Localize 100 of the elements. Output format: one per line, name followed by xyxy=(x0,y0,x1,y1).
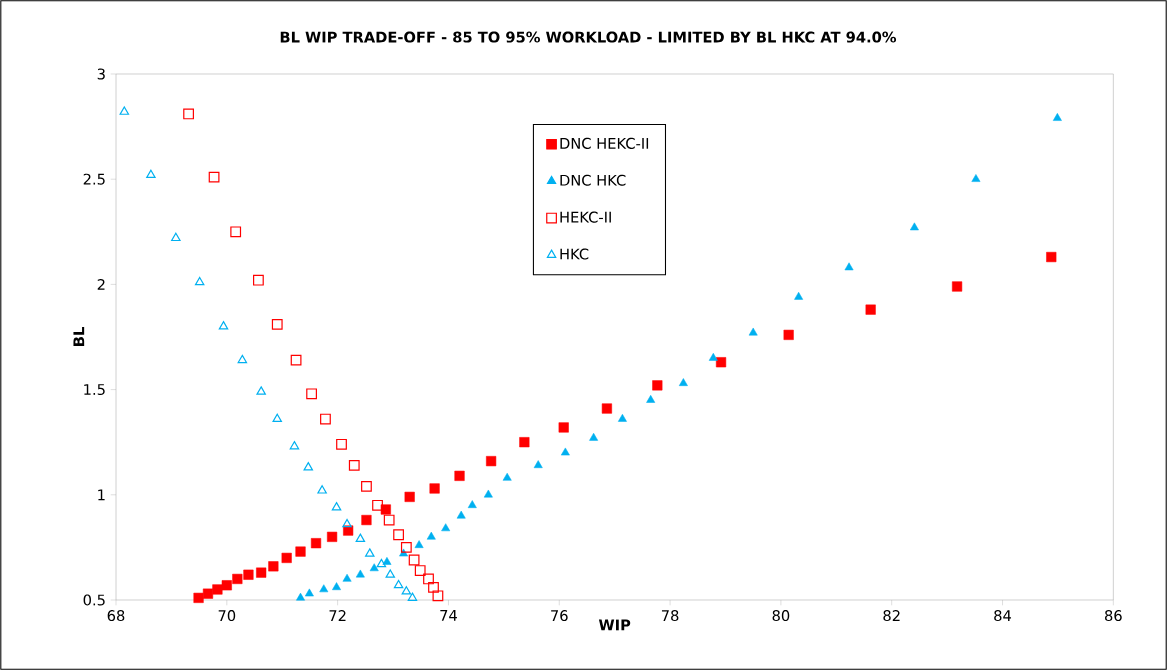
y-axis-title: BL xyxy=(73,327,85,346)
point xyxy=(365,548,375,557)
point xyxy=(272,413,282,423)
legend-label: HKC xyxy=(560,248,589,260)
point xyxy=(952,281,963,292)
point xyxy=(393,529,404,541)
point xyxy=(441,523,451,532)
point xyxy=(193,592,204,603)
point xyxy=(296,592,305,601)
x-tick-label: 80 xyxy=(772,610,790,622)
point xyxy=(256,386,266,395)
point xyxy=(426,531,436,540)
x-tick-label: 82 xyxy=(883,610,900,622)
point xyxy=(221,580,232,591)
point xyxy=(290,354,302,366)
point xyxy=(407,592,418,601)
legend-label: HEKC-II xyxy=(560,211,611,223)
point xyxy=(678,378,688,386)
point xyxy=(295,546,306,557)
point xyxy=(372,499,383,511)
point xyxy=(369,563,379,572)
point xyxy=(601,403,612,414)
point xyxy=(146,169,156,178)
point xyxy=(331,502,342,511)
y-tick-label: 1 xyxy=(98,489,105,501)
point xyxy=(237,354,248,364)
y-tick-label: 2.5 xyxy=(83,173,105,185)
point xyxy=(652,380,663,391)
point xyxy=(289,441,300,450)
point xyxy=(306,388,317,400)
point xyxy=(971,174,981,182)
point xyxy=(256,567,267,578)
point xyxy=(336,438,347,450)
point xyxy=(1046,251,1057,263)
point xyxy=(253,274,264,286)
point xyxy=(618,413,627,422)
point xyxy=(319,584,329,593)
point xyxy=(432,590,444,602)
point xyxy=(708,352,718,361)
point xyxy=(327,531,338,542)
point xyxy=(208,171,220,183)
x-tick-label: 84 xyxy=(994,610,1012,622)
point xyxy=(560,447,570,456)
point xyxy=(404,491,415,502)
point xyxy=(281,552,292,563)
point xyxy=(865,304,876,315)
y-tick-label: 3 xyxy=(97,68,105,80)
point xyxy=(401,586,412,595)
point xyxy=(317,485,327,494)
point xyxy=(646,395,656,403)
point xyxy=(502,472,512,481)
point xyxy=(202,588,214,599)
x-tick-label: 70 xyxy=(218,610,236,622)
point xyxy=(400,541,412,553)
x-tick-label: 86 xyxy=(1105,610,1122,622)
point xyxy=(1052,113,1062,121)
point xyxy=(304,588,314,597)
x-tick-label: 74 xyxy=(440,610,457,621)
point xyxy=(910,222,919,231)
point xyxy=(348,459,360,471)
point xyxy=(519,437,530,448)
point xyxy=(383,514,395,526)
point xyxy=(483,489,493,498)
point xyxy=(230,226,242,238)
point xyxy=(486,456,497,467)
x-tick-label: 78 xyxy=(661,610,679,622)
y-tick-label: 0.5 xyxy=(83,594,105,606)
point xyxy=(194,276,205,286)
point xyxy=(783,329,794,340)
point xyxy=(212,584,223,595)
point xyxy=(243,569,254,580)
point xyxy=(467,500,477,508)
point xyxy=(343,525,354,536)
x-tick-label: 76 xyxy=(551,610,568,622)
point xyxy=(428,581,439,593)
point xyxy=(715,357,727,368)
x-tick-label: 68 xyxy=(107,610,125,622)
point xyxy=(303,462,314,471)
chart-title: BL WIP TRADE-OFF - 85 TO 95% WORKLOAD - LIMITED BY BL HKC AT 94.0% xyxy=(280,31,897,43)
point xyxy=(218,321,229,330)
y-tick-label: 1.5 xyxy=(84,384,105,396)
point xyxy=(342,518,352,528)
point xyxy=(171,232,181,242)
point xyxy=(533,460,543,468)
point xyxy=(454,470,465,481)
y-tick-label: 2 xyxy=(97,278,105,290)
point xyxy=(748,327,758,336)
point xyxy=(355,569,365,578)
point xyxy=(361,514,372,526)
point xyxy=(380,504,391,515)
point xyxy=(408,554,420,566)
point xyxy=(183,108,194,120)
legend-label: DNC HKC xyxy=(560,174,626,186)
point xyxy=(558,422,569,433)
point xyxy=(355,533,366,542)
point xyxy=(393,579,404,589)
point xyxy=(320,413,331,425)
point xyxy=(361,480,372,492)
point xyxy=(382,557,392,565)
point xyxy=(429,483,440,494)
